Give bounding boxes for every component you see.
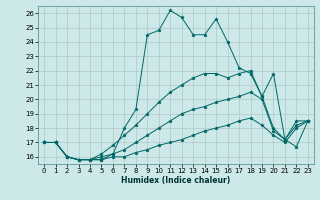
X-axis label: Humidex (Indice chaleur): Humidex (Indice chaleur) (121, 176, 231, 185)
